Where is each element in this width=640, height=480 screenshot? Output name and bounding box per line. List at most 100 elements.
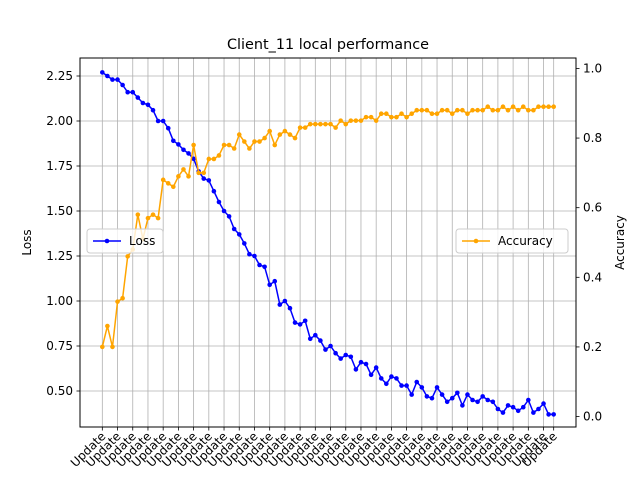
data-point-loss bbox=[526, 397, 531, 403]
data-point-accuracy bbox=[318, 121, 323, 127]
data-point-accuracy bbox=[551, 104, 556, 110]
data-point-loss bbox=[384, 381, 389, 387]
data-point-accuracy bbox=[470, 107, 475, 113]
data-point-accuracy bbox=[531, 107, 536, 113]
data-point-accuracy bbox=[520, 104, 526, 110]
data-point-accuracy bbox=[338, 118, 343, 123]
data-point-accuracy bbox=[505, 107, 511, 113]
data-point-accuracy bbox=[105, 323, 110, 329]
data-point-accuracy bbox=[145, 215, 151, 221]
series-layer bbox=[100, 70, 556, 417]
data-point-loss bbox=[394, 376, 399, 381]
data-point-loss bbox=[414, 379, 420, 385]
data-point-accuracy bbox=[272, 142, 278, 148]
data-point-accuracy bbox=[242, 139, 247, 144]
y-tick-label-left: 0.50 bbox=[46, 384, 73, 398]
data-point-loss bbox=[120, 82, 125, 88]
legend-label: Accuracy bbox=[498, 234, 553, 248]
data-point-loss bbox=[155, 118, 161, 124]
data-point-accuracy bbox=[313, 121, 318, 127]
data-point-loss bbox=[434, 385, 440, 390]
data-point-loss bbox=[165, 125, 171, 131]
data-point-loss bbox=[242, 241, 247, 246]
data-point-loss bbox=[313, 332, 318, 338]
data-point-loss bbox=[307, 336, 313, 342]
data-point-accuracy bbox=[358, 118, 364, 123]
data-point-loss bbox=[409, 392, 414, 397]
data-point-loss bbox=[510, 404, 516, 410]
data-point-accuracy bbox=[536, 104, 541, 110]
data-point-loss bbox=[363, 361, 369, 367]
data-point-loss bbox=[541, 401, 546, 406]
data-point-loss bbox=[404, 383, 409, 388]
y-tick-label-right: 0.2 bbox=[583, 340, 602, 354]
data-point-accuracy bbox=[252, 139, 257, 144]
data-point-accuracy bbox=[206, 156, 212, 162]
data-point-accuracy bbox=[231, 146, 237, 151]
data-point-accuracy bbox=[343, 121, 349, 127]
data-point-accuracy bbox=[287, 132, 293, 137]
data-point-accuracy bbox=[282, 128, 288, 134]
data-point-loss bbox=[460, 403, 465, 408]
data-point-loss bbox=[100, 70, 105, 75]
data-point-accuracy bbox=[150, 212, 156, 217]
legend-accuracy: Accuracy bbox=[455, 228, 569, 254]
data-point-accuracy bbox=[348, 118, 354, 123]
data-point-loss bbox=[262, 264, 267, 270]
data-point-accuracy bbox=[500, 104, 506, 110]
data-point-loss bbox=[323, 347, 328, 352]
data-point-accuracy bbox=[226, 142, 232, 148]
data-point-accuracy bbox=[328, 121, 333, 127]
data-point-accuracy bbox=[165, 181, 171, 186]
y-tick-label-left: 1.00 bbox=[46, 294, 73, 308]
legend-label: Loss bbox=[129, 234, 155, 248]
legend-box bbox=[86, 228, 164, 254]
data-point-loss bbox=[115, 77, 120, 82]
data-point-accuracy bbox=[429, 111, 435, 116]
data-point-accuracy bbox=[125, 254, 130, 259]
y-tick-label-left: 1.75 bbox=[46, 159, 73, 173]
data-point-loss bbox=[485, 397, 491, 403]
y-axis-label-left: Loss bbox=[20, 229, 34, 255]
data-point-loss bbox=[338, 356, 343, 361]
data-point-accuracy bbox=[444, 107, 450, 113]
data-point-loss bbox=[455, 390, 460, 396]
series-loss bbox=[100, 70, 556, 417]
data-point-loss bbox=[287, 305, 293, 311]
data-point-accuracy bbox=[394, 114, 399, 120]
data-point-loss bbox=[348, 354, 354, 360]
data-point-loss bbox=[292, 320, 298, 325]
data-point-loss bbox=[211, 188, 217, 194]
data-point-accuracy bbox=[399, 111, 404, 116]
data-point-accuracy bbox=[404, 114, 409, 120]
data-point-accuracy bbox=[267, 128, 272, 134]
y-tick-label-left: 1.25 bbox=[46, 249, 73, 263]
data-point-accuracy bbox=[323, 121, 328, 127]
data-point-loss bbox=[505, 403, 511, 408]
data-point-loss bbox=[302, 318, 308, 324]
data-point-loss bbox=[378, 376, 384, 381]
data-point-accuracy bbox=[135, 212, 141, 217]
data-point-loss bbox=[368, 372, 374, 378]
data-point-accuracy bbox=[515, 107, 521, 113]
data-point-loss bbox=[130, 89, 136, 95]
data-point-accuracy bbox=[424, 107, 430, 113]
data-point-accuracy bbox=[160, 177, 166, 183]
y-tick-label-right: 0.4 bbox=[583, 270, 602, 284]
data-point-loss bbox=[419, 385, 425, 390]
data-point-accuracy bbox=[186, 174, 191, 179]
data-point-accuracy bbox=[419, 107, 425, 113]
data-point-loss bbox=[186, 151, 191, 156]
y-tick-label-right: 0.8 bbox=[583, 131, 602, 145]
y-tick-label-right: 0.6 bbox=[583, 201, 602, 215]
data-point-loss bbox=[282, 298, 288, 304]
data-point-loss bbox=[333, 350, 338, 356]
y-axis-label-right: Accuracy bbox=[613, 215, 627, 270]
data-point-accuracy bbox=[460, 107, 465, 113]
y-tick-label-right: 1.0 bbox=[583, 61, 602, 75]
data-point-loss bbox=[145, 102, 151, 108]
data-point-loss bbox=[490, 399, 496, 405]
axes: UpdateUpdateUpdateUpdateUpdateUpdateUpda… bbox=[46, 61, 602, 469]
data-point-loss bbox=[216, 199, 222, 205]
